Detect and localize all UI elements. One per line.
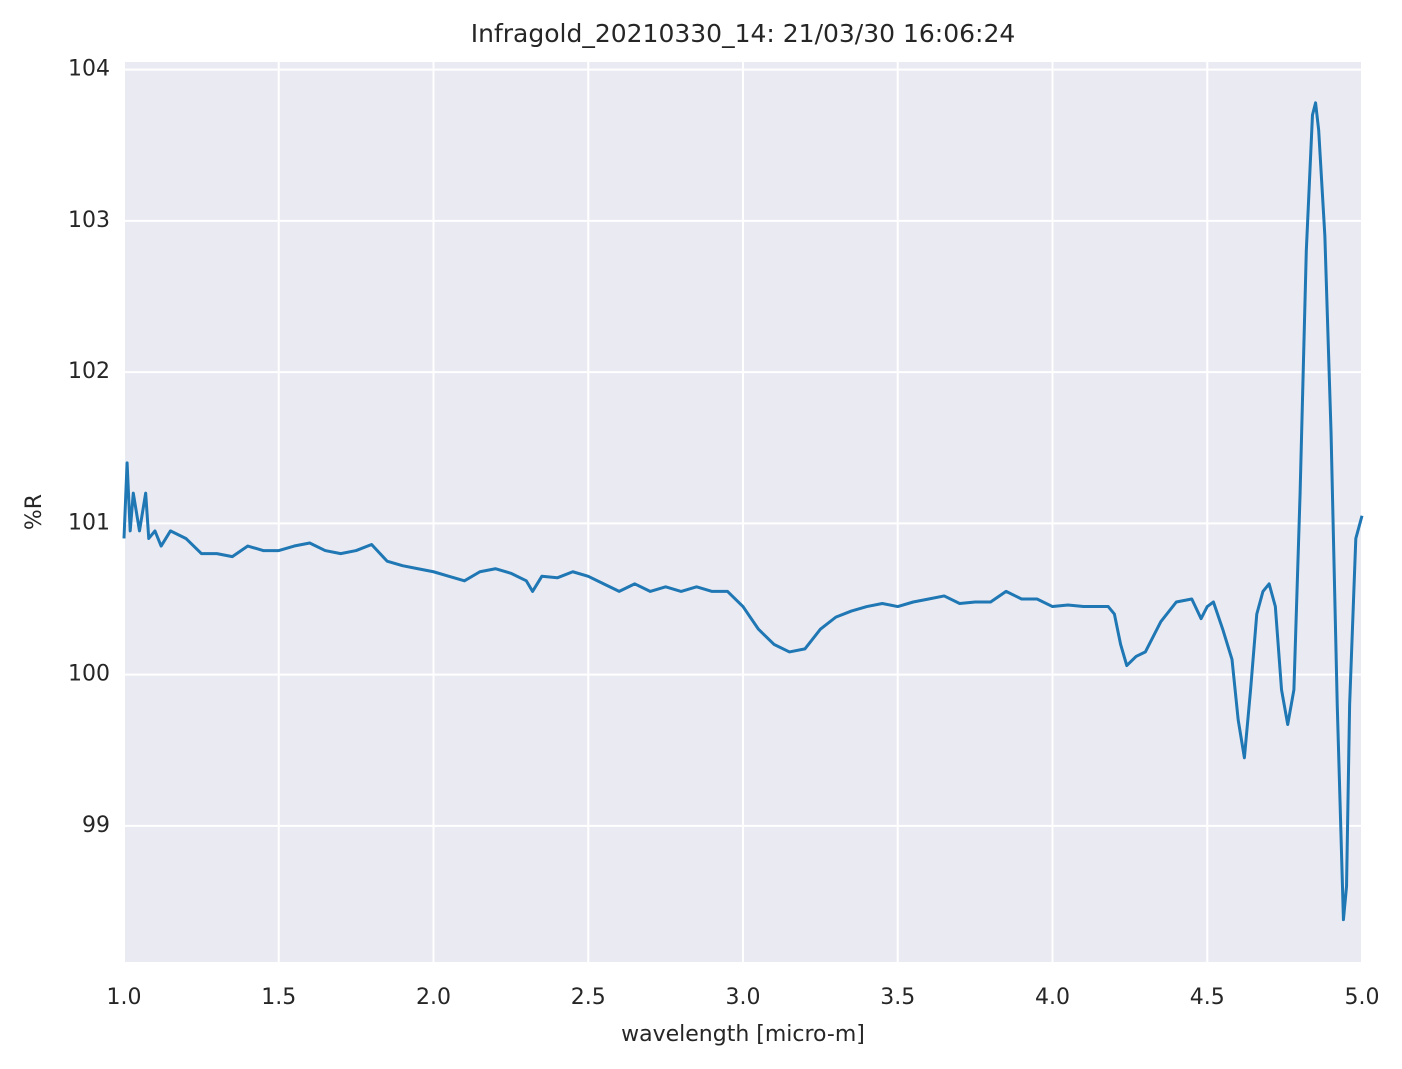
chart-title: Infragold_20210330_14: 21/03/30 16:06:24 xyxy=(471,19,1016,48)
data-line xyxy=(122,101,1364,922)
x-tick-label: 2.0 xyxy=(416,985,451,1010)
y-tick-label: 102 xyxy=(68,359,110,384)
x-tick-label: 1.5 xyxy=(261,985,296,1010)
y-tick-label: 100 xyxy=(68,662,110,687)
x-tick-label: 5.0 xyxy=(1345,985,1380,1010)
x-tick-label: 4.0 xyxy=(1035,985,1070,1010)
x-tick-label: 1.0 xyxy=(107,985,142,1010)
grid xyxy=(123,62,1363,962)
y-tick-label: 99 xyxy=(82,813,110,838)
y-tick-label: 101 xyxy=(68,510,110,535)
x-tick-label: 2.5 xyxy=(571,985,606,1010)
y-tick-label: 103 xyxy=(68,208,110,233)
y-tick-label: 104 xyxy=(68,57,110,82)
x-tick-label: 3.5 xyxy=(880,985,915,1010)
x-axis-label: wavelength [micro-m] xyxy=(621,1022,865,1047)
x-tick-label: 3.0 xyxy=(726,985,761,1010)
x-tick-label: 4.5 xyxy=(1190,985,1225,1010)
y-axis-label: %R xyxy=(22,494,47,530)
marks xyxy=(122,101,1364,922)
